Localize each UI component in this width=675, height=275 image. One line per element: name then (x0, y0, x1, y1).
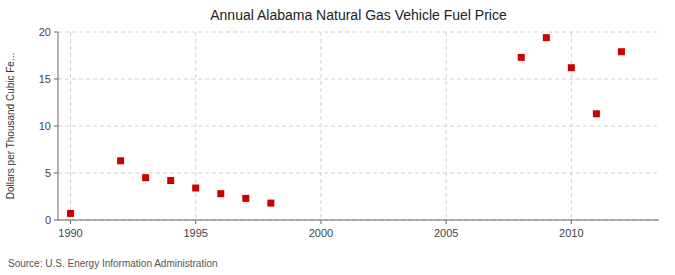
source-note: Source: U.S. Energy Information Administ… (8, 258, 218, 269)
point (117, 157, 124, 164)
point (242, 195, 249, 202)
title: Annual Alabama Natural Gas Vehicle Fuel … (210, 7, 507, 23)
x-tick (446, 220, 447, 224)
y-tick-label: 15 (39, 73, 51, 85)
y-tick-label: 20 (39, 26, 51, 38)
point (167, 177, 174, 184)
grid (58, 32, 659, 220)
x-grid-line (70, 32, 71, 220)
y-tick (54, 220, 58, 221)
x-grid-line (195, 32, 196, 220)
y-tick (54, 79, 58, 80)
y-axis-label: Dollars per Thousand Cubic Fe... (5, 53, 16, 200)
point (543, 34, 550, 41)
x-tick (70, 220, 71, 224)
x-axis-line (58, 220, 659, 221)
point (267, 200, 274, 207)
x-tick-label: 2000 (309, 227, 333, 239)
y-grid-line (58, 173, 659, 174)
y-tick (54, 173, 58, 174)
points (67, 34, 625, 217)
x-grid-line (320, 32, 321, 220)
y-tick (54, 32, 58, 33)
x-tick-label: 2010 (559, 227, 583, 239)
x-tick-label: 1990 (58, 227, 82, 239)
x-tick-label: 2005 (434, 227, 458, 239)
point (192, 185, 199, 192)
y-tick (54, 126, 58, 127)
y-axis-line (58, 32, 59, 220)
y-grid-line (58, 126, 659, 127)
chart: Annual Alabama Natural Gas Vehicle Fuel … (0, 0, 675, 275)
x-grid-line (571, 32, 572, 220)
x-grid-line (446, 32, 447, 220)
axes: 0 5 10 15 20 1990 1995 2000 2005 2010 (39, 26, 659, 239)
y-grid-line (58, 79, 659, 80)
point (593, 110, 600, 117)
point (217, 190, 224, 197)
point (518, 54, 525, 61)
x-tick (571, 220, 572, 224)
x-tick (320, 220, 321, 224)
y-grid-line (58, 220, 659, 221)
y-tick-label: 5 (45, 167, 51, 179)
y-tick-label: 10 (39, 120, 51, 132)
point (142, 174, 149, 181)
point (568, 64, 575, 71)
y-tick-label: 0 (45, 214, 51, 226)
point (67, 210, 74, 217)
x-tick-label: 1995 (183, 227, 207, 239)
point (618, 48, 625, 55)
x-tick (195, 220, 196, 224)
y-grid-line (58, 32, 659, 33)
